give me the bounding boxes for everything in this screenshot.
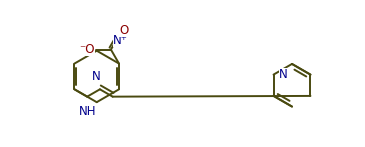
Text: N⁺: N⁺: [113, 34, 128, 47]
Text: O: O: [119, 24, 128, 37]
Text: NH: NH: [78, 106, 96, 118]
Text: N: N: [279, 68, 288, 81]
Text: ⁻O: ⁻O: [79, 43, 95, 56]
Text: N: N: [92, 70, 101, 83]
